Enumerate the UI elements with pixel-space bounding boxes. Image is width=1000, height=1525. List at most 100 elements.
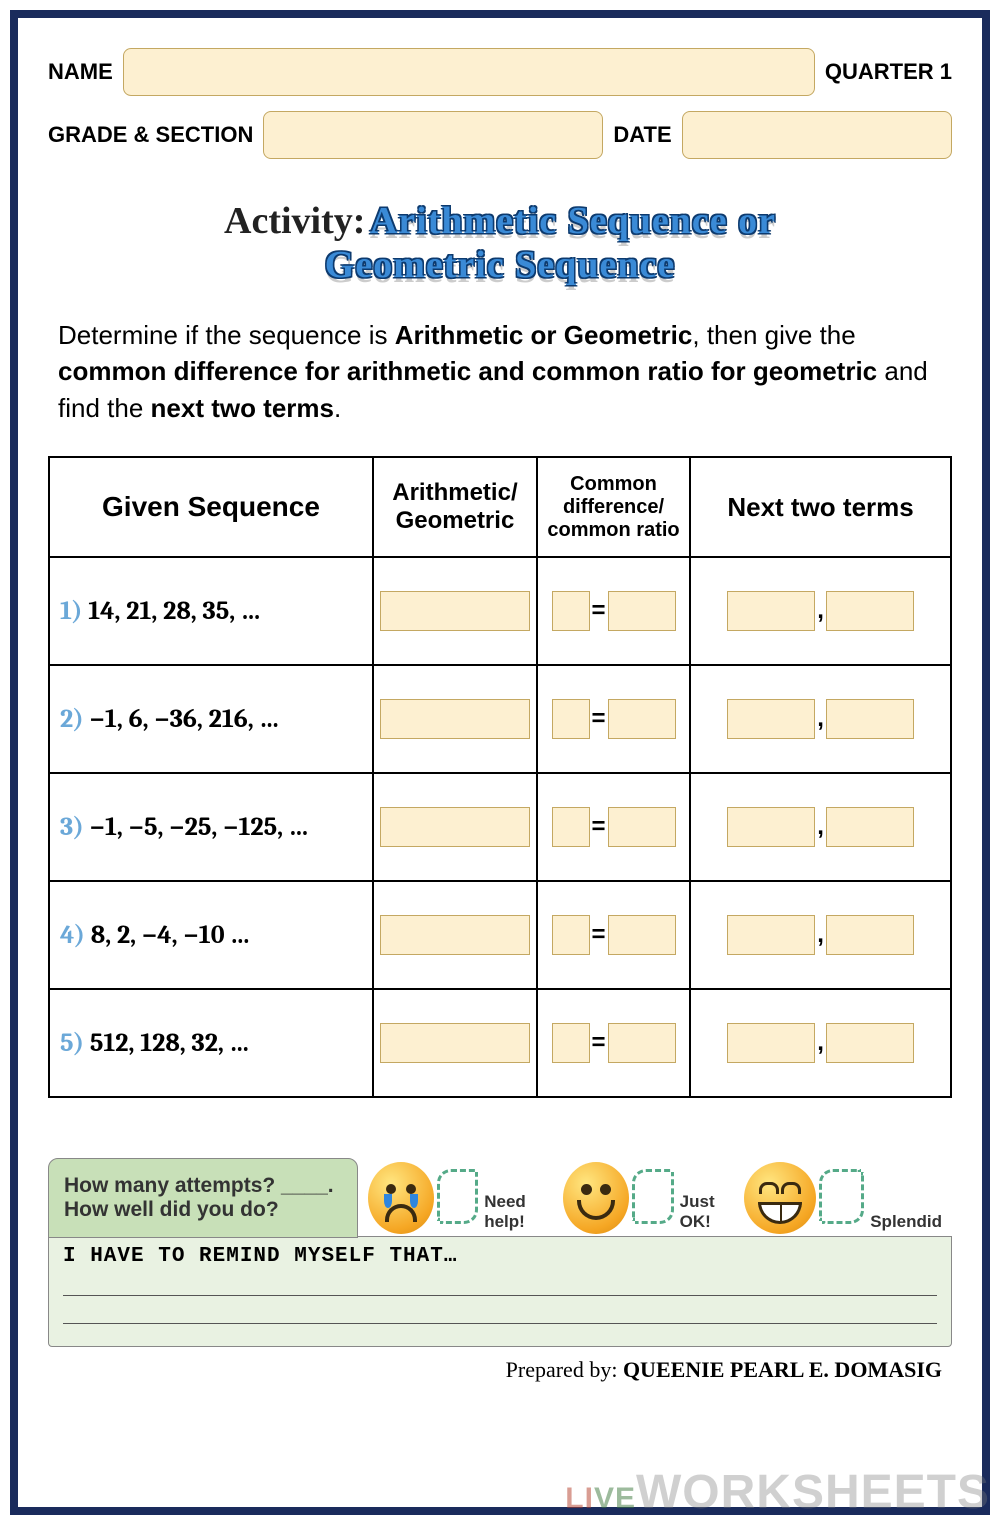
th-next: Next two terms [690, 457, 951, 557]
seq-text: −1, −5, −25, −125, … [90, 812, 309, 842]
type-cell [373, 989, 537, 1097]
common-symbol-input[interactable] [552, 1023, 590, 1063]
label-just-ok: Just OK! [680, 1192, 745, 1232]
instr-b3: next two terms [151, 393, 335, 423]
equals-sign: = [592, 597, 606, 624]
seq-number: 5) [60, 1028, 84, 1058]
worksheet-page: NAME QUARTER 1 GRADE & SECTION DATE Acti… [10, 10, 990, 1515]
seq-number: 4) [60, 920, 85, 950]
next-term-2-input[interactable] [826, 915, 914, 955]
attempts-box: How many attempts? ____. How well did yo… [48, 1158, 358, 1238]
date-input[interactable] [682, 111, 952, 159]
type-input[interactable] [380, 807, 530, 847]
checkbox-splendid[interactable] [822, 1172, 864, 1224]
instructions: Determine if the sequence is Arithmetic … [58, 317, 942, 426]
common-value-input[interactable] [608, 699, 676, 739]
next-term-1-input[interactable] [727, 915, 815, 955]
sequence-cell: 1) 14, 21, 28, 35, … [49, 557, 373, 665]
common-cell: = [537, 989, 690, 1097]
next-cell: , [690, 773, 951, 881]
main-table: Given Sequence Arithmetic/ Geometric Com… [48, 456, 952, 1098]
type-input[interactable] [380, 699, 530, 739]
comma-sign: , [817, 705, 824, 732]
wm-li: LI [565, 1482, 594, 1515]
common-symbol-input[interactable] [552, 915, 590, 955]
instr-m1: , then give the [692, 320, 855, 350]
wm-text: WORKSHEETS [636, 1466, 990, 1519]
watermark: LIVEWORKSHEETS [565, 1465, 990, 1520]
next-term-1-input[interactable] [727, 699, 815, 739]
table-row: 4) 8, 2, −4, −10 … = , [49, 881, 951, 989]
common-value-input[interactable] [608, 1023, 676, 1063]
sequence-cell: 4) 8, 2, −4, −10 … [49, 881, 373, 989]
name-input[interactable] [123, 48, 815, 96]
grade-input[interactable] [263, 111, 603, 159]
wm-ve: VE [594, 1482, 636, 1515]
title-line1: Arithmetic Sequence or [370, 200, 776, 242]
equals-sign: = [592, 921, 606, 948]
next-term-2-input[interactable] [826, 1023, 914, 1063]
next-term-1-input[interactable] [727, 1023, 815, 1063]
table-row: 5) 512, 128, 32, … = , [49, 989, 951, 1097]
activity-prefix: Activity: [224, 200, 365, 242]
title-block: Activity: Arithmetic Sequence or Geometr… [48, 199, 952, 287]
type-cell [373, 665, 537, 773]
checkbox-need-help[interactable] [440, 1172, 479, 1224]
remind-line-2[interactable] [63, 1300, 937, 1324]
prepared-by: Prepared by: QUEENIE PEARL E. DOMASIG [48, 1357, 952, 1383]
common-cell: = [537, 665, 690, 773]
seq-number: 2) [60, 704, 84, 734]
type-cell [373, 881, 537, 989]
comma-sign: , [817, 597, 824, 624]
th-type: Arithmetic/ Geometric [373, 457, 537, 557]
common-value-input[interactable] [608, 807, 676, 847]
attempts-q: How many attempts? ____. [64, 1174, 342, 1198]
common-cell: = [537, 881, 690, 989]
title-line2: Geometric Sequence [325, 244, 675, 286]
equals-sign: = [592, 813, 606, 840]
next-term-2-input[interactable] [826, 591, 914, 631]
th-common: Common difference/ common ratio [537, 457, 690, 557]
type-cell [373, 557, 537, 665]
remind-line-1[interactable] [63, 1272, 937, 1296]
emoji-splendid: Splendid [744, 1162, 942, 1234]
common-symbol-input[interactable] [552, 591, 590, 631]
instr-post: . [334, 393, 341, 423]
author-name: QUEENIE PEARL E. DOMASIG [623, 1357, 942, 1382]
common-cell: = [537, 773, 690, 881]
th-sequence: Given Sequence [49, 457, 373, 557]
cry-icon [368, 1162, 434, 1234]
type-input[interactable] [380, 1023, 530, 1063]
smile-icon [563, 1162, 629, 1234]
common-value-input[interactable] [608, 591, 676, 631]
emoji-just-ok: Just OK! [563, 1162, 744, 1234]
checkbox-just-ok[interactable] [635, 1172, 674, 1224]
grin-icon [744, 1162, 816, 1234]
date-label: DATE [613, 122, 671, 148]
type-input[interactable] [380, 915, 530, 955]
comma-sign: , [817, 921, 824, 948]
equals-sign: = [592, 1029, 606, 1056]
instr-b1: Arithmetic or Geometric [395, 320, 693, 350]
type-input[interactable] [380, 591, 530, 631]
howwell-q: How well did you do? [64, 1198, 342, 1222]
remind-box: I HAVE TO REMIND MYSELF THAT… [48, 1236, 952, 1347]
common-symbol-input[interactable] [552, 807, 590, 847]
next-term-1-input[interactable] [727, 591, 815, 631]
header-row-1: NAME QUARTER 1 [48, 48, 952, 96]
label-splendid: Splendid [870, 1212, 942, 1232]
label-need-help: Need help! [484, 1192, 563, 1232]
sequence-cell: 5) 512, 128, 32, … [49, 989, 373, 1097]
next-term-2-input[interactable] [826, 699, 914, 739]
common-symbol-input[interactable] [552, 699, 590, 739]
sequence-cell: 3) −1, −5, −25, −125, … [49, 773, 373, 881]
next-term-2-input[interactable] [826, 807, 914, 847]
common-value-input[interactable] [608, 915, 676, 955]
grade-label: GRADE & SECTION [48, 122, 253, 148]
common-cell: = [537, 557, 690, 665]
table-row: 3) −1, −5, −25, −125, … = , [49, 773, 951, 881]
type-cell [373, 773, 537, 881]
next-cell: , [690, 989, 951, 1097]
next-term-1-input[interactable] [727, 807, 815, 847]
seq-number: 1) [60, 596, 83, 626]
